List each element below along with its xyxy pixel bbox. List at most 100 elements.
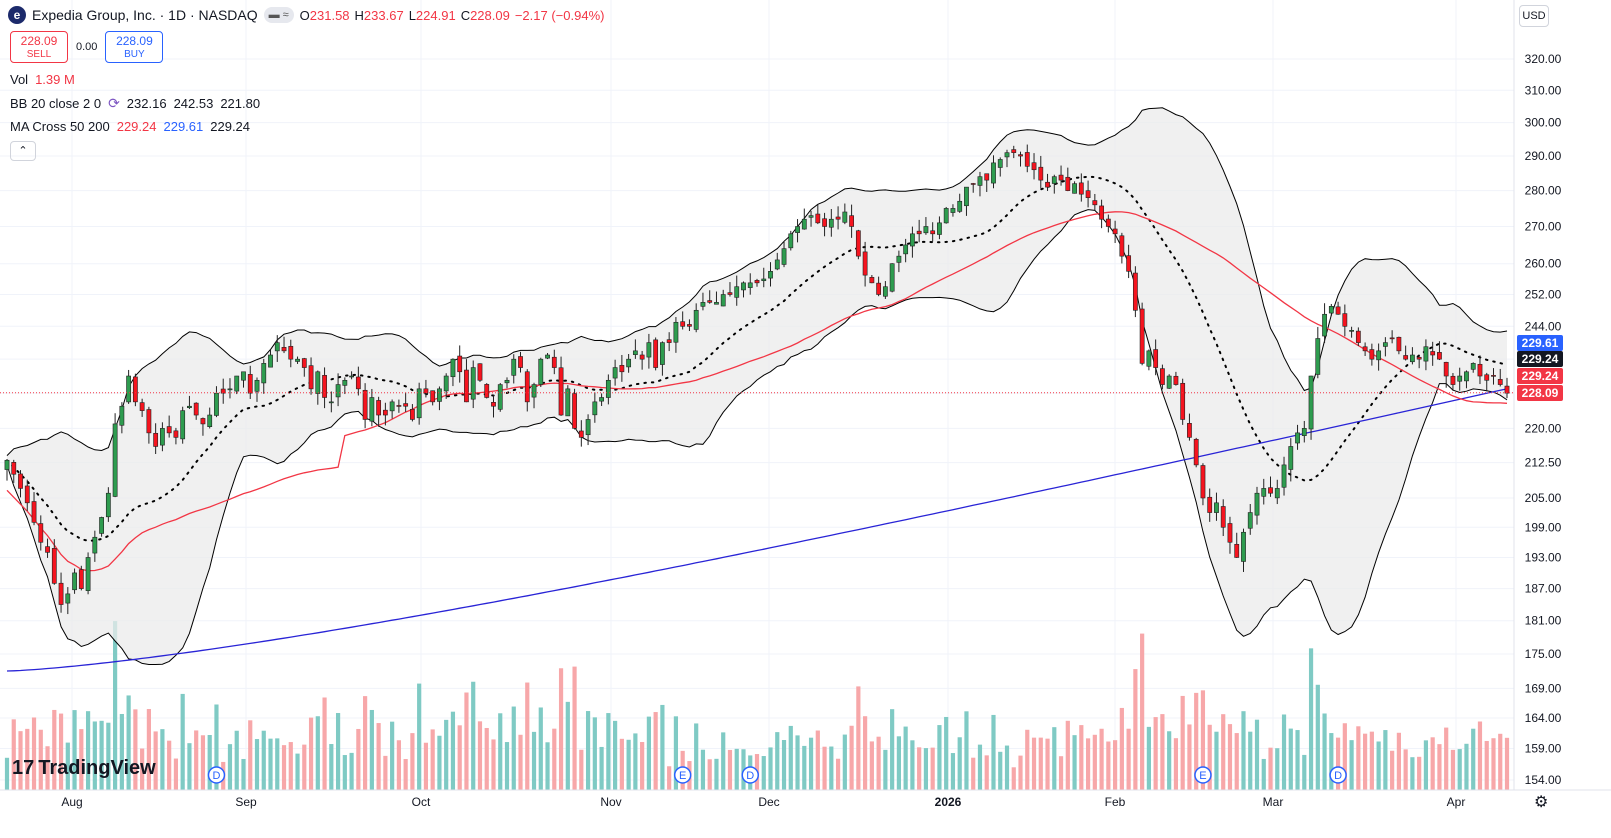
volume-bar (1477, 721, 1483, 790)
candle (538, 357, 544, 388)
volume-bar (1315, 684, 1320, 790)
dividend-marker[interactable]: D (1329, 766, 1347, 784)
candle (1349, 326, 1354, 338)
candle (828, 209, 834, 237)
x-tick-label: Mar (1263, 795, 1284, 809)
symbol-title[interactable]: Expedia Group, Inc. · 1D · NASDAQ (32, 7, 258, 23)
buy-button[interactable]: 228.09 BUY (105, 31, 164, 63)
candle (964, 186, 969, 216)
candle (727, 282, 733, 297)
volume-bar (1052, 727, 1057, 790)
candle (1389, 330, 1395, 344)
volume-bar (173, 758, 179, 790)
volume-bar (734, 748, 739, 790)
volume-bar (707, 759, 712, 790)
candle (1410, 347, 1415, 365)
price-tag-label: 229.24 (1522, 369, 1559, 383)
candle (1342, 304, 1348, 337)
volume-bar (964, 711, 969, 790)
y-tick-label: 175.00 (1525, 647, 1562, 661)
price-tag-label: 229.24 (1522, 352, 1559, 366)
candle (31, 492, 37, 526)
currency-button[interactable]: USD (1519, 5, 1549, 27)
candle (545, 352, 550, 360)
expedia-logo-icon: e (8, 6, 26, 24)
candle (578, 420, 584, 447)
event-label: E (1199, 770, 1206, 782)
candle (612, 359, 618, 386)
candle (1443, 361, 1449, 388)
volume-bar (781, 740, 787, 790)
dividend-marker[interactable]: D (741, 766, 759, 784)
candle (518, 351, 523, 373)
candle (551, 349, 557, 375)
buy-price: 228.09 (116, 34, 153, 48)
collapse-legend-button[interactable]: ⌃ (10, 141, 36, 161)
volume-bar (1308, 648, 1314, 790)
candle (761, 267, 767, 288)
candle (970, 182, 976, 193)
volume-bar (930, 747, 935, 790)
candle (1274, 479, 1280, 505)
gear-icon[interactable]: ⚙ (1534, 794, 1549, 811)
candle (1220, 499, 1226, 537)
y-tick-label: 199.00 (1525, 520, 1562, 534)
ohlc-key: O (299, 7, 310, 23)
candle (139, 398, 145, 417)
volume-bar (1004, 745, 1010, 790)
dividend-marker[interactable]: D (207, 766, 226, 784)
volume-bar (241, 758, 246, 790)
sell-button[interactable]: 228.09 SELL (10, 31, 68, 63)
loading-icon: ⟳ (108, 95, 120, 111)
candle (335, 373, 341, 407)
volume-bar (234, 730, 239, 790)
y-tick-label: 270.00 (1525, 219, 1562, 233)
volume-bar (1140, 633, 1145, 790)
x-tick-label: Aug (61, 795, 82, 809)
volume-bar (1430, 737, 1435, 790)
candle (855, 229, 861, 260)
candle (1497, 368, 1503, 387)
candle (1491, 368, 1496, 385)
bb-legend[interactable]: BB 20 close 2 0 ⟳ 232.16 242.53 221.80 (10, 95, 260, 112)
chart-mode-icon[interactable]: ▬ ≈ (263, 7, 294, 23)
ma-legend[interactable]: MA Cross 50 200 229.24 229.61 229.24 (10, 119, 250, 134)
candle (1051, 174, 1057, 194)
volume-bar (1133, 669, 1138, 790)
volume-bar (1261, 758, 1266, 790)
candles (4, 144, 1510, 615)
earnings-marker[interactable]: E (673, 766, 692, 784)
candle (1247, 504, 1253, 535)
candle (626, 354, 632, 373)
volume-bar (322, 697, 327, 790)
y-tick-label: 300.00 (1525, 116, 1562, 130)
candle (1328, 303, 1334, 316)
candle (484, 383, 490, 399)
candle (423, 379, 429, 398)
volume-bar (585, 711, 591, 790)
bollinger-band-fill (7, 107, 1507, 665)
candle (1132, 266, 1138, 318)
volume-bar (146, 709, 151, 790)
volume-bar (160, 729, 165, 790)
event-label: D (212, 770, 220, 782)
volume-bar (1363, 733, 1368, 790)
volume-bar (613, 720, 618, 790)
volume-bar (288, 742, 293, 790)
volume-bar (727, 749, 733, 790)
volume-bar (403, 759, 408, 790)
candle (1416, 355, 1422, 369)
ohlc-value: 228.09 (470, 7, 510, 23)
volume-bar (471, 681, 476, 790)
earnings-marker[interactable]: E (1194, 766, 1212, 784)
volume-bar (1167, 731, 1172, 790)
volume-bar (180, 693, 185, 790)
vol-legend[interactable]: Vol 1.39 M (10, 72, 75, 87)
ohlc-values: O231.58 H233.67 L224.91 C228.09 −2.17 (−0.94… (300, 8, 605, 23)
volume-bar (200, 735, 206, 790)
candle (1437, 341, 1442, 361)
candle (78, 565, 84, 591)
spread: 0.00 (76, 41, 98, 53)
volume-bar (1288, 728, 1293, 790)
